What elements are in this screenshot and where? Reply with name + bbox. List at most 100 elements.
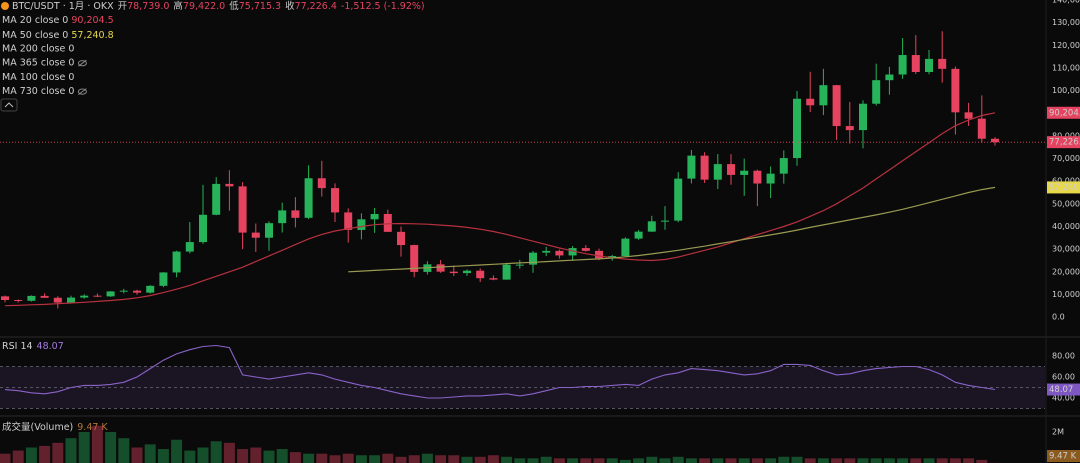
volume-bar: [527, 458, 539, 463]
volume-bar: [553, 458, 565, 463]
candle-body: [238, 186, 247, 233]
candle-body: [740, 170, 749, 175]
y-tick-label: 120,000: [1052, 41, 1080, 50]
price-tag: [1047, 181, 1080, 194]
hidden-indicator: MA 200 close 0: [2, 44, 74, 55]
visibility-icon[interactable]: [77, 60, 87, 67]
header: BTC/USDT · 1月 · OKX 开78,739.0 高79,422.0 低75…: [12, 0, 425, 12]
candle-body: [212, 183, 221, 215]
volume-bar: [12, 450, 24, 463]
candle-body: [225, 183, 234, 187]
volume-bar: [817, 458, 829, 463]
volume-bar: [844, 458, 856, 463]
volume-bar: [949, 458, 961, 463]
volume-bar: [197, 447, 209, 463]
volume-bar: [408, 455, 420, 463]
candle-body: [502, 264, 511, 280]
candle-body: [687, 155, 696, 179]
change: -1,512.5 (-1.92%): [341, 1, 425, 12]
close-label: 收: [285, 0, 295, 12]
price-tag: [1047, 106, 1080, 119]
volume-bar: [78, 431, 90, 463]
candle-body: [357, 219, 366, 230]
candle-body: [713, 164, 722, 180]
candle-body: [119, 290, 128, 292]
volume-bar: [923, 458, 935, 463]
volume-bar: [157, 449, 169, 463]
y-tick-label: 30,000: [1052, 245, 1080, 254]
volume-bar: [342, 453, 354, 463]
volume-bar: [791, 456, 803, 463]
price-tag-label: 90,204.5: [1049, 108, 1080, 118]
volume-bar: [289, 452, 301, 463]
y-tick-label: 80.00: [1052, 351, 1075, 360]
candle-body: [581, 248, 590, 251]
candle-body: [806, 98, 815, 106]
price-tag: [1047, 136, 1080, 149]
y-tick-label: 60,000: [1052, 177, 1080, 186]
candle-body: [265, 223, 273, 238]
y-tick-label: 70,000: [1052, 154, 1080, 163]
volume-bar: [936, 458, 948, 463]
volume-bar: [91, 425, 103, 463]
collapse-button[interactable]: [0, 98, 18, 112]
volume-bar: [105, 431, 117, 463]
candle-body: [964, 112, 973, 119]
y-tick-label: 0.0: [1052, 313, 1065, 322]
candle-body: [872, 80, 881, 104]
y-tick-label: 20,000: [1052, 267, 1080, 276]
volume-bar: [646, 456, 658, 463]
candle-body: [133, 290, 141, 293]
candle-body: [977, 118, 986, 139]
volume-legend: 成交量(Volume) 9.47 K: [2, 421, 108, 433]
candle-body: [515, 264, 524, 266]
volume-bar: [883, 458, 895, 463]
ma-line: [4, 112, 996, 307]
volume-bar: [0, 453, 11, 463]
candle-body: [159, 272, 168, 286]
volume-bar: [171, 439, 183, 463]
volume-bar: [540, 456, 552, 463]
candle-body: [991, 138, 999, 143]
candle-body: [304, 178, 313, 218]
volume-bar: [461, 456, 473, 463]
volume-bar: [118, 438, 130, 463]
volume-value: 9.47 K: [77, 422, 108, 433]
rsi-legend: RSI 14 48.07: [2, 341, 64, 352]
candle-body: [278, 210, 287, 224]
candle-body: [383, 213, 392, 232]
volume-bar: [184, 450, 196, 463]
ma-value: 90,204.5: [71, 15, 113, 26]
candle-body: [727, 164, 735, 175]
y-tick-label: 140,000: [1052, 0, 1080, 5]
volume-bar: [52, 442, 64, 463]
candle-body: [634, 231, 643, 239]
candle-body: [542, 250, 551, 253]
volume-title: 成交量(Volume): [2, 421, 73, 433]
volume-bar: [870, 458, 882, 463]
low: 75,715.3: [239, 1, 281, 12]
ma-line: [348, 186, 996, 273]
candle-body: [885, 74, 894, 81]
volume-bar: [316, 453, 328, 463]
rsi-value: 48.07: [37, 341, 64, 352]
y-tick-label: 60.00: [1052, 372, 1075, 381]
volume-bar: [738, 458, 750, 463]
candle-body: [14, 299, 23, 301]
y-tick-label: 2M: [1052, 427, 1064, 436]
visibility-icon[interactable]: [77, 88, 87, 95]
volume-bar: [501, 456, 513, 463]
candle-body: [845, 126, 854, 131]
candle-body: [555, 250, 564, 256]
visibility-icon-strike: [78, 59, 87, 67]
volume-bar: [395, 456, 407, 463]
y-tick-label: 40.00: [1052, 394, 1075, 403]
volume-bar: [435, 455, 447, 463]
candle-body: [251, 232, 260, 238]
candle-body: [93, 295, 102, 297]
candle-body: [397, 231, 405, 246]
volume-bar: [263, 450, 275, 463]
volume-bar: [25, 447, 37, 463]
